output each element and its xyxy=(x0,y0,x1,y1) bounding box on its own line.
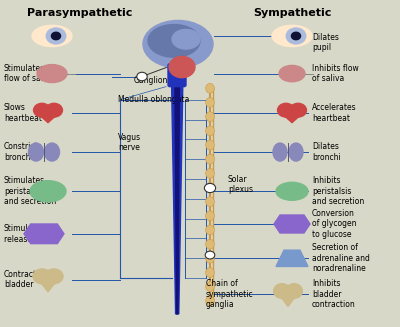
Circle shape xyxy=(137,72,147,81)
Ellipse shape xyxy=(206,296,214,306)
Polygon shape xyxy=(278,293,298,307)
Ellipse shape xyxy=(206,197,214,207)
Ellipse shape xyxy=(28,143,44,161)
Ellipse shape xyxy=(272,25,312,46)
Circle shape xyxy=(204,183,216,193)
Ellipse shape xyxy=(45,269,63,284)
Ellipse shape xyxy=(169,56,195,77)
Ellipse shape xyxy=(143,20,213,68)
Text: Secretion of
adrenaline and
noradrenaline: Secretion of adrenaline and noradrenalin… xyxy=(312,243,370,273)
Polygon shape xyxy=(276,250,308,267)
Polygon shape xyxy=(274,215,310,233)
Ellipse shape xyxy=(52,32,60,40)
Ellipse shape xyxy=(289,143,303,161)
Polygon shape xyxy=(37,278,59,292)
Polygon shape xyxy=(279,111,305,123)
Ellipse shape xyxy=(46,28,66,44)
Text: Vagus
nerve: Vagus nerve xyxy=(118,132,141,152)
Circle shape xyxy=(205,251,215,259)
Ellipse shape xyxy=(37,64,67,82)
Ellipse shape xyxy=(279,65,305,82)
Text: Accelerates
heartbeat: Accelerates heartbeat xyxy=(312,103,357,123)
Ellipse shape xyxy=(206,140,214,150)
Ellipse shape xyxy=(206,182,214,192)
Text: Slows
heartbeat: Slows heartbeat xyxy=(4,103,42,123)
Ellipse shape xyxy=(273,143,287,161)
Ellipse shape xyxy=(32,25,72,46)
Ellipse shape xyxy=(206,239,214,249)
Text: Sympathetic: Sympathetic xyxy=(253,8,331,18)
Ellipse shape xyxy=(286,284,302,298)
Text: Contracts
bladder: Contracts bladder xyxy=(4,270,41,289)
Ellipse shape xyxy=(206,83,214,93)
Ellipse shape xyxy=(172,29,200,49)
Ellipse shape xyxy=(206,282,214,292)
Text: Dilates
pupil: Dilates pupil xyxy=(312,33,339,52)
Ellipse shape xyxy=(278,103,294,117)
Ellipse shape xyxy=(30,181,66,202)
Polygon shape xyxy=(175,85,180,314)
Ellipse shape xyxy=(286,28,306,44)
FancyBboxPatch shape xyxy=(168,64,186,87)
Ellipse shape xyxy=(206,126,214,136)
Ellipse shape xyxy=(206,154,214,164)
Ellipse shape xyxy=(206,112,214,122)
Text: Parasympathetic: Parasympathetic xyxy=(27,8,133,18)
Text: Chain of
sympathetic
ganglia: Chain of sympathetic ganglia xyxy=(206,279,254,309)
Ellipse shape xyxy=(206,97,214,107)
Text: Inhibits flow
of saliva: Inhibits flow of saliva xyxy=(312,64,359,83)
Polygon shape xyxy=(24,224,64,244)
Ellipse shape xyxy=(34,103,50,117)
Text: Inhibits
bladder
contraction: Inhibits bladder contraction xyxy=(312,279,356,309)
Ellipse shape xyxy=(290,103,306,117)
Ellipse shape xyxy=(206,168,214,178)
Ellipse shape xyxy=(276,182,308,200)
Polygon shape xyxy=(172,85,183,314)
Ellipse shape xyxy=(292,32,300,40)
Text: Stimulates
flow of saliva: Stimulates flow of saliva xyxy=(4,64,54,83)
Ellipse shape xyxy=(206,253,214,263)
Text: Inhibits
peristalsis
and secretion: Inhibits peristalsis and secretion xyxy=(312,176,364,206)
Ellipse shape xyxy=(148,25,200,57)
Polygon shape xyxy=(35,111,61,123)
Ellipse shape xyxy=(206,225,214,235)
Ellipse shape xyxy=(206,267,214,277)
Text: Medulla oblongata: Medulla oblongata xyxy=(118,95,189,104)
Ellipse shape xyxy=(33,269,51,284)
Ellipse shape xyxy=(44,143,60,161)
Ellipse shape xyxy=(274,284,290,298)
Text: Stimulates
release of bile: Stimulates release of bile xyxy=(4,224,58,244)
Text: Solar
plexus: Solar plexus xyxy=(228,175,253,195)
Text: Conversion
of glycogen
to glucose: Conversion of glycogen to glucose xyxy=(312,209,356,239)
Text: Ganglion: Ganglion xyxy=(134,76,168,85)
Text: Dilates
bronchi: Dilates bronchi xyxy=(312,142,341,162)
Text: Constricts
bronchi: Constricts bronchi xyxy=(4,142,43,162)
Text: Stimulates
peristalsis
and secretion: Stimulates peristalsis and secretion xyxy=(4,176,56,206)
Ellipse shape xyxy=(206,211,214,221)
Ellipse shape xyxy=(46,103,62,117)
